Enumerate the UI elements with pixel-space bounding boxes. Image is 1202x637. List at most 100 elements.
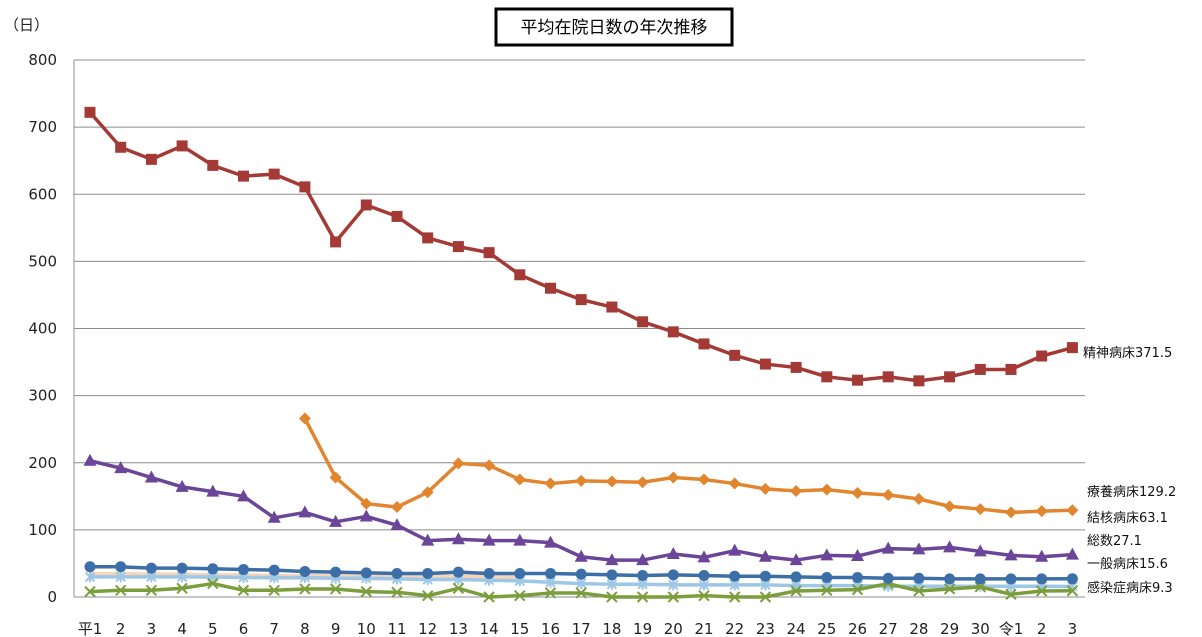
data-point [851, 583, 864, 596]
data-point [636, 476, 649, 489]
data-point [391, 210, 403, 222]
point-stroke [84, 585, 96, 598]
data-point [84, 571, 96, 583]
data-point [882, 371, 894, 383]
x-tick-label: 13 [449, 620, 468, 637]
data-point [84, 561, 96, 573]
point-stroke [821, 584, 833, 596]
y-tick-label: 600 [28, 185, 57, 203]
data-point [84, 585, 96, 598]
data-point [360, 567, 372, 579]
data-point [574, 549, 588, 562]
point-stroke [114, 584, 127, 596]
series-end-label: 感染症病床9.3 [1087, 580, 1173, 596]
data-point [728, 543, 742, 556]
x-tick-label: 26 [848, 620, 867, 637]
data-point [330, 236, 342, 248]
data-point [943, 500, 956, 513]
x-tick-labels: 平1 2 3 4 5 6 7 8 9 10 11 12 13 14 15 16 17 18 19 20 21 22 23 24… [78, 620, 1077, 637]
data-point [299, 565, 311, 577]
series-総数 [84, 561, 1078, 585]
data-point [176, 582, 188, 594]
data-point [668, 579, 679, 591]
data-point [207, 159, 219, 171]
point-stroke [575, 587, 587, 599]
data-point [360, 585, 373, 598]
series-精神病床 [84, 106, 1078, 387]
point-stroke [759, 591, 772, 603]
x-tick-label: 令1 [999, 620, 1024, 637]
data-point [544, 477, 557, 490]
data-point [1005, 506, 1017, 519]
data-point [360, 497, 373, 510]
x-tick-label: 2 [1037, 620, 1047, 637]
data-point [1066, 573, 1078, 585]
data-point [881, 541, 895, 554]
data-point [1005, 363, 1017, 375]
x-tick-label: 28 [909, 620, 928, 637]
y-tick-label: 100 [28, 521, 57, 539]
series-line [303, 417, 1073, 515]
point-stroke [514, 589, 526, 602]
data-point [329, 514, 343, 527]
data-point [421, 533, 435, 546]
x-tick-label: 21 [694, 620, 713, 637]
x-tick-label: 11 [387, 620, 406, 637]
data-point [544, 535, 557, 548]
gridlines [73, 59, 1085, 598]
x-tick-label: 3 [147, 620, 157, 637]
data-point [729, 570, 741, 582]
data-point [821, 584, 833, 596]
x-tick-label: 4 [177, 620, 187, 637]
data-point [606, 578, 618, 590]
data-point [452, 582, 465, 594]
data-point [115, 571, 126, 583]
data-point [851, 486, 864, 499]
data-point [605, 553, 619, 566]
data-point [268, 168, 280, 180]
data-point [575, 474, 588, 487]
data-point [759, 482, 772, 495]
data-point [175, 479, 189, 492]
x-tick-label: 8 [300, 620, 310, 637]
data-point [545, 282, 556, 294]
series-療養病床 [298, 412, 1079, 519]
data-point [605, 475, 618, 488]
data-point [329, 471, 342, 484]
data-point [820, 483, 833, 496]
data-point [452, 457, 465, 470]
data-point [421, 486, 434, 499]
data-point [1035, 549, 1049, 562]
data-point [145, 562, 157, 574]
data-point [483, 591, 495, 603]
data-point [636, 591, 649, 603]
x-tick-label: 22 [725, 620, 744, 637]
data-point [114, 584, 127, 596]
data-point [145, 584, 158, 596]
data-point [667, 471, 680, 484]
x-tick-label: 29 [940, 620, 959, 637]
data-point [851, 549, 864, 562]
data-point [974, 363, 986, 375]
point-stroke [207, 577, 219, 590]
y-tick-label: 0 [47, 588, 57, 606]
x-tick-label: 24 [787, 620, 806, 637]
data-point [637, 316, 649, 328]
x-tick-label: 27 [879, 620, 898, 637]
data-point [514, 269, 526, 281]
x-tick-label: 14 [480, 620, 499, 637]
y-tick-label: 800 [28, 51, 57, 69]
data-point [759, 591, 772, 603]
data-point [360, 199, 372, 211]
series-end-label: 精神病床371.5 [1083, 346, 1172, 361]
point-stroke [790, 585, 802, 597]
point-stroke [237, 584, 250, 596]
data-point [973, 544, 987, 557]
series-end-label: 一般病床15.6 [1087, 556, 1168, 572]
data-point [790, 585, 802, 597]
data-point [637, 570, 649, 582]
data-point [789, 553, 803, 566]
data-point [790, 571, 802, 583]
